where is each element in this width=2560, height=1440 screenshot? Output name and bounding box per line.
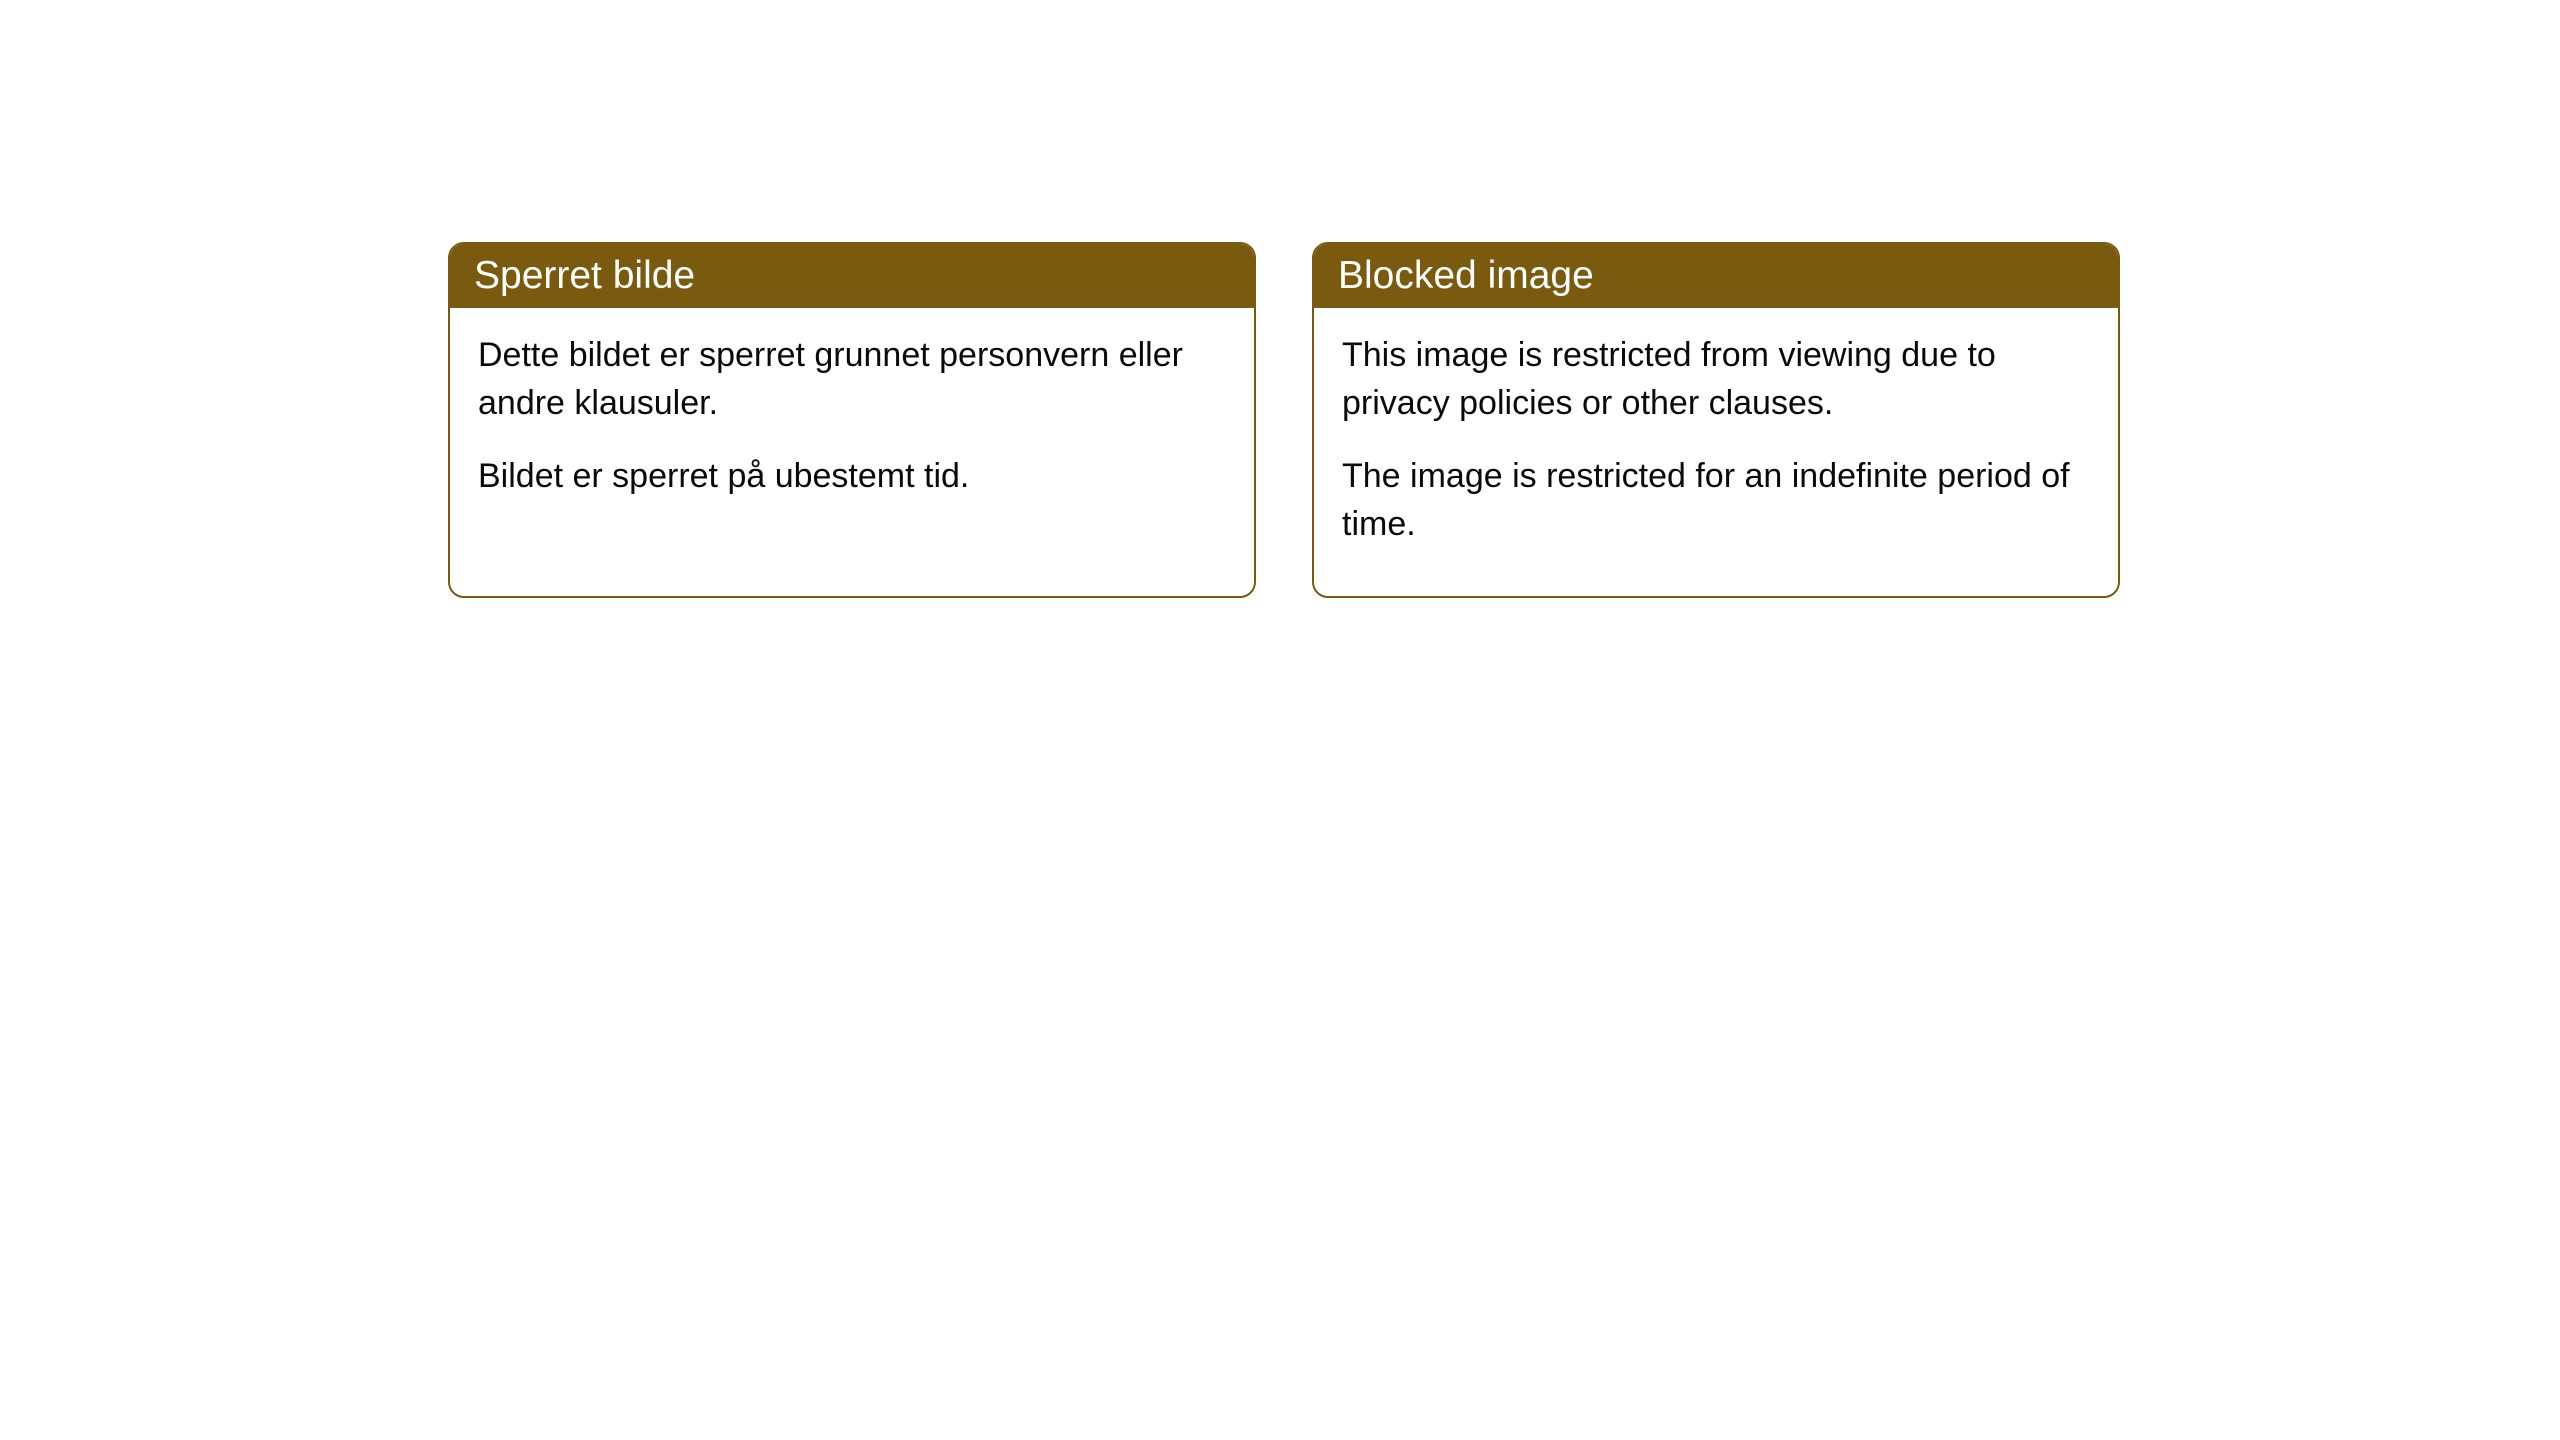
notice-cards-container: Sperret bilde Dette bildet er sperret gr… bbox=[448, 242, 2120, 598]
card-title: Blocked image bbox=[1338, 254, 1594, 297]
card-paragraph: The image is restricted for an indefinit… bbox=[1342, 453, 2090, 548]
card-header: Blocked image bbox=[1314, 244, 2118, 308]
notice-card-english: Blocked image This image is restricted f… bbox=[1312, 242, 2120, 598]
card-paragraph: This image is restricted from viewing du… bbox=[1342, 332, 2090, 427]
card-title: Sperret bilde bbox=[474, 254, 695, 297]
card-paragraph: Bildet er sperret på ubestemt tid. bbox=[478, 453, 1226, 501]
card-paragraph: Dette bildet er sperret grunnet personve… bbox=[478, 332, 1226, 427]
card-body: This image is restricted from viewing du… bbox=[1314, 308, 2118, 596]
notice-card-norwegian: Sperret bilde Dette bildet er sperret gr… bbox=[448, 242, 1256, 598]
card-body: Dette bildet er sperret grunnet personve… bbox=[450, 308, 1254, 549]
card-header: Sperret bilde bbox=[450, 244, 1254, 308]
